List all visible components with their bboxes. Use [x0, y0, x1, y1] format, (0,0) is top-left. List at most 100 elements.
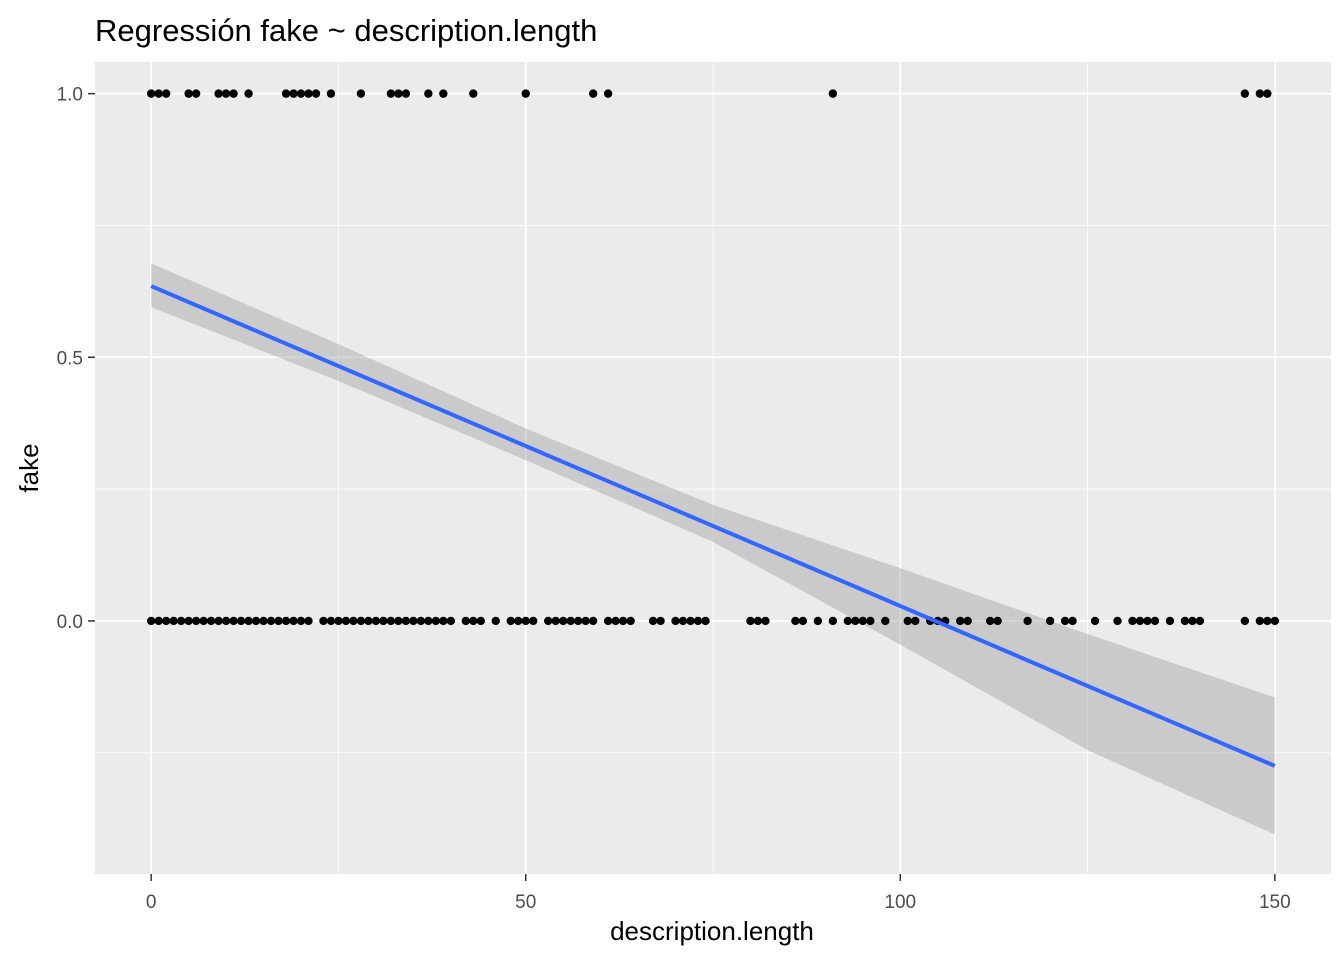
data-point — [259, 616, 268, 626]
data-point — [221, 616, 231, 626]
x-axis-title: description.length — [610, 916, 814, 946]
data-point — [514, 616, 523, 626]
data-point — [618, 616, 628, 626]
data-point — [521, 616, 530, 626]
data-point — [648, 616, 658, 626]
data-point — [678, 616, 688, 626]
data-point — [746, 616, 755, 626]
data-point — [1255, 616, 1265, 626]
y-tick-label: 0.0 — [57, 612, 83, 633]
x-tick-label: 0 — [146, 892, 157, 913]
data-point — [881, 616, 890, 626]
data-point — [828, 616, 838, 626]
data-point — [798, 616, 808, 626]
y-tick-label: 1.0 — [57, 85, 83, 106]
data-point — [671, 616, 680, 626]
data-point — [761, 616, 770, 626]
data-point — [1263, 89, 1272, 98]
data-point — [296, 616, 306, 626]
data-point — [1090, 616, 1100, 626]
data-point — [1240, 616, 1250, 626]
regression-line — [150, 284, 1276, 768]
data-point — [409, 616, 418, 626]
data-point — [214, 616, 223, 626]
data-point — [521, 89, 530, 98]
data-point — [199, 616, 208, 626]
data-point — [386, 89, 396, 98]
y-tick-label: 0.5 — [57, 348, 83, 369]
data-point — [603, 89, 613, 98]
data-point — [866, 616, 875, 626]
points-layer — [146, 89, 1280, 626]
fit-line-layer — [150, 284, 1276, 768]
data-point — [611, 616, 620, 626]
data-point — [431, 616, 441, 626]
data-point — [858, 616, 868, 626]
data-point — [161, 616, 171, 626]
data-point — [1165, 616, 1175, 626]
data-point — [588, 616, 598, 626]
data-point — [439, 616, 448, 626]
data-point — [506, 616, 515, 626]
y-axis-title: fake — [14, 443, 44, 492]
data-point — [529, 616, 538, 626]
data-point — [911, 616, 920, 626]
data-point — [251, 616, 261, 626]
data-point — [903, 616, 912, 626]
data-point — [551, 616, 560, 626]
data-point — [146, 616, 156, 626]
data-point — [214, 89, 223, 98]
data-point — [356, 616, 366, 626]
data-point — [424, 89, 433, 98]
data-point — [1143, 616, 1152, 626]
data-point — [191, 616, 201, 626]
data-point — [401, 616, 411, 626]
grid-minor — [95, 62, 1331, 874]
data-point — [274, 616, 283, 626]
data-point — [289, 616, 298, 626]
data-point — [356, 89, 366, 98]
chart-title: Regressión fake ~ description.length — [95, 13, 597, 48]
data-point — [1135, 616, 1145, 626]
data-point — [176, 616, 186, 626]
data-point — [686, 616, 695, 626]
data-point — [281, 89, 291, 98]
data-point — [1195, 616, 1205, 626]
data-point — [1045, 616, 1055, 626]
data-point — [461, 616, 470, 626]
data-point — [206, 616, 216, 626]
data-point — [236, 616, 246, 626]
data-point — [1188, 616, 1197, 626]
data-point — [693, 616, 703, 626]
data-point — [334, 616, 343, 626]
data-point — [963, 616, 972, 626]
x-tick-label: 50 — [515, 892, 536, 913]
data-point — [1180, 616, 1190, 626]
data-point — [326, 89, 336, 98]
data-point — [851, 616, 860, 626]
data-point — [184, 89, 193, 98]
data-point — [1068, 616, 1077, 626]
data-point — [1060, 616, 1070, 626]
data-point — [1113, 616, 1122, 626]
data-point — [753, 616, 763, 626]
data-point — [161, 89, 171, 98]
data-point — [656, 616, 665, 626]
data-point — [229, 616, 238, 626]
data-point — [469, 616, 478, 626]
data-point — [154, 89, 163, 98]
data-point — [319, 616, 328, 626]
data-point — [603, 616, 613, 626]
data-point — [1255, 89, 1265, 98]
data-point — [439, 89, 448, 98]
data-point — [244, 616, 253, 626]
data-point — [146, 89, 156, 98]
data-point — [401, 89, 411, 98]
data-point — [956, 616, 965, 626]
axes-layer: 0 50 100 150 0.0 0.5 1.0 — [57, 85, 1291, 913]
data-point — [184, 616, 193, 626]
data-point — [394, 89, 403, 98]
data-point — [566, 616, 575, 626]
data-point — [558, 616, 568, 626]
data-point — [154, 616, 163, 626]
